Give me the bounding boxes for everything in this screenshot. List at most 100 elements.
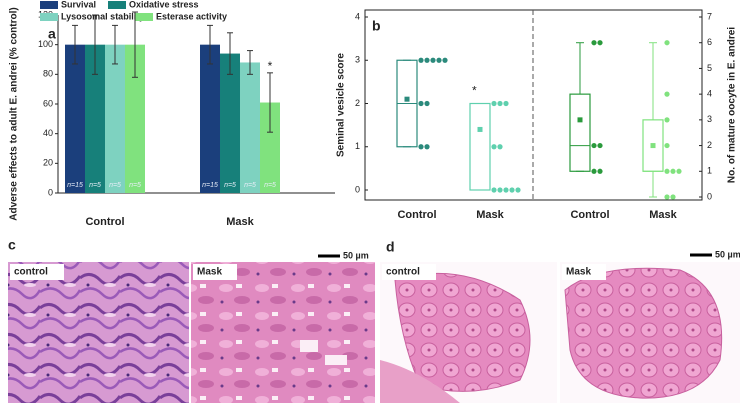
data-point bbox=[515, 187, 521, 193]
label-box bbox=[193, 264, 237, 280]
bar bbox=[125, 44, 145, 193]
panel-label: d bbox=[386, 239, 395, 255]
image-label: Mask bbox=[197, 267, 222, 278]
image-label: control bbox=[386, 267, 420, 278]
y2-tick-label: 1 bbox=[707, 166, 712, 176]
panel-d-images bbox=[380, 262, 740, 403]
panel-label: b bbox=[372, 18, 381, 34]
y2-tick-label: 5 bbox=[707, 63, 712, 73]
legend-label: Esterase activity bbox=[156, 11, 227, 21]
x-tick-label: Control bbox=[570, 209, 609, 221]
y-tick-label: 60 bbox=[43, 98, 53, 108]
bar bbox=[220, 53, 240, 193]
data-point bbox=[491, 100, 497, 107]
data-point bbox=[664, 168, 670, 174]
data-point bbox=[436, 57, 442, 63]
y-tick-label: 20 bbox=[43, 158, 53, 168]
legend-swatch bbox=[40, 13, 58, 21]
data-point bbox=[591, 40, 597, 46]
y-tick-label: 4 bbox=[355, 11, 360, 21]
sample-size: n=5 bbox=[129, 182, 141, 189]
significance: * bbox=[472, 84, 477, 98]
x-tick-label: Mask bbox=[226, 216, 254, 228]
data-point bbox=[503, 187, 509, 193]
histology-image bbox=[8, 262, 189, 403]
mean bbox=[404, 96, 410, 102]
data-point bbox=[430, 57, 436, 63]
box bbox=[469, 102, 491, 191]
tissue bbox=[564, 267, 723, 399]
tissue-gap bbox=[325, 355, 347, 365]
sample-size: n=5 bbox=[264, 182, 276, 189]
data-point bbox=[424, 57, 430, 63]
mean bbox=[650, 143, 656, 149]
label-box bbox=[562, 264, 606, 280]
y2-tick-label: 0 bbox=[707, 191, 712, 201]
data-point bbox=[418, 144, 424, 150]
legend-label: Survival bbox=[61, 0, 96, 9]
bar bbox=[200, 44, 220, 193]
data-point bbox=[664, 91, 670, 97]
y2-tick-label: 4 bbox=[707, 89, 712, 99]
x-tick-label: Mask bbox=[476, 209, 504, 221]
scale-label: 50 µm bbox=[343, 250, 369, 260]
y-tick-label: 0 bbox=[48, 187, 53, 197]
sample-size: n=5 bbox=[244, 182, 256, 189]
y2-tick-label: 3 bbox=[707, 114, 712, 124]
histology-image bbox=[191, 262, 375, 403]
data-point bbox=[509, 187, 515, 193]
image-label: control bbox=[14, 267, 48, 278]
data-point bbox=[664, 194, 670, 200]
bar bbox=[240, 62, 260, 193]
data-point bbox=[597, 168, 603, 174]
data-point bbox=[424, 100, 430, 107]
sample-size: n=15 bbox=[67, 182, 83, 189]
y-tick-label: 2 bbox=[355, 98, 360, 108]
y-tick-label: 40 bbox=[43, 128, 53, 138]
mean bbox=[577, 117, 583, 123]
tissue bbox=[394, 272, 531, 392]
y-axis-label: Adverse effects to adult E. andrei (% co… bbox=[9, 7, 20, 220]
legend-swatch bbox=[135, 13, 153, 21]
data-point bbox=[442, 57, 448, 63]
data-point bbox=[418, 100, 424, 107]
y-tick-label: 0 bbox=[355, 184, 360, 194]
data-point bbox=[597, 40, 603, 46]
data-point bbox=[670, 168, 676, 174]
y2-tick-label: 2 bbox=[707, 140, 712, 150]
legend-swatch bbox=[108, 1, 126, 9]
sample-size: n=15 bbox=[202, 182, 218, 189]
label-box bbox=[10, 264, 64, 280]
data-point bbox=[424, 144, 430, 150]
data-point bbox=[676, 168, 682, 174]
bar bbox=[105, 44, 125, 193]
tissue bbox=[380, 360, 460, 403]
data-point bbox=[664, 117, 670, 123]
legend-label: Lysosomal stability bbox=[61, 11, 144, 21]
y2-axis-label: No. of mature oocyte in E. andrei bbox=[727, 27, 738, 183]
data-point bbox=[497, 144, 503, 150]
y-tick-label: 1 bbox=[355, 141, 360, 151]
data-point bbox=[491, 187, 497, 193]
image-label: Mask bbox=[566, 267, 591, 278]
y-tick-label: 3 bbox=[355, 55, 360, 65]
scale-label: 50 µm bbox=[715, 249, 740, 259]
label-box bbox=[382, 264, 436, 280]
sample-size: n=5 bbox=[89, 182, 101, 189]
legend-label: Oxidative stress bbox=[129, 0, 199, 9]
data-point bbox=[491, 144, 497, 150]
data-point bbox=[497, 187, 503, 193]
mean bbox=[477, 126, 483, 132]
data-point bbox=[503, 100, 509, 107]
y-tick-label: 100 bbox=[38, 39, 53, 49]
bar bbox=[260, 102, 280, 193]
data-point bbox=[664, 40, 670, 46]
legend-swatch bbox=[40, 1, 58, 9]
data-point bbox=[591, 142, 597, 149]
panel-label: a bbox=[48, 26, 56, 42]
data-point bbox=[670, 194, 676, 200]
y2-tick-label: 6 bbox=[707, 37, 712, 47]
panel-label: c bbox=[8, 237, 16, 253]
x-tick-label: Control bbox=[397, 209, 436, 221]
